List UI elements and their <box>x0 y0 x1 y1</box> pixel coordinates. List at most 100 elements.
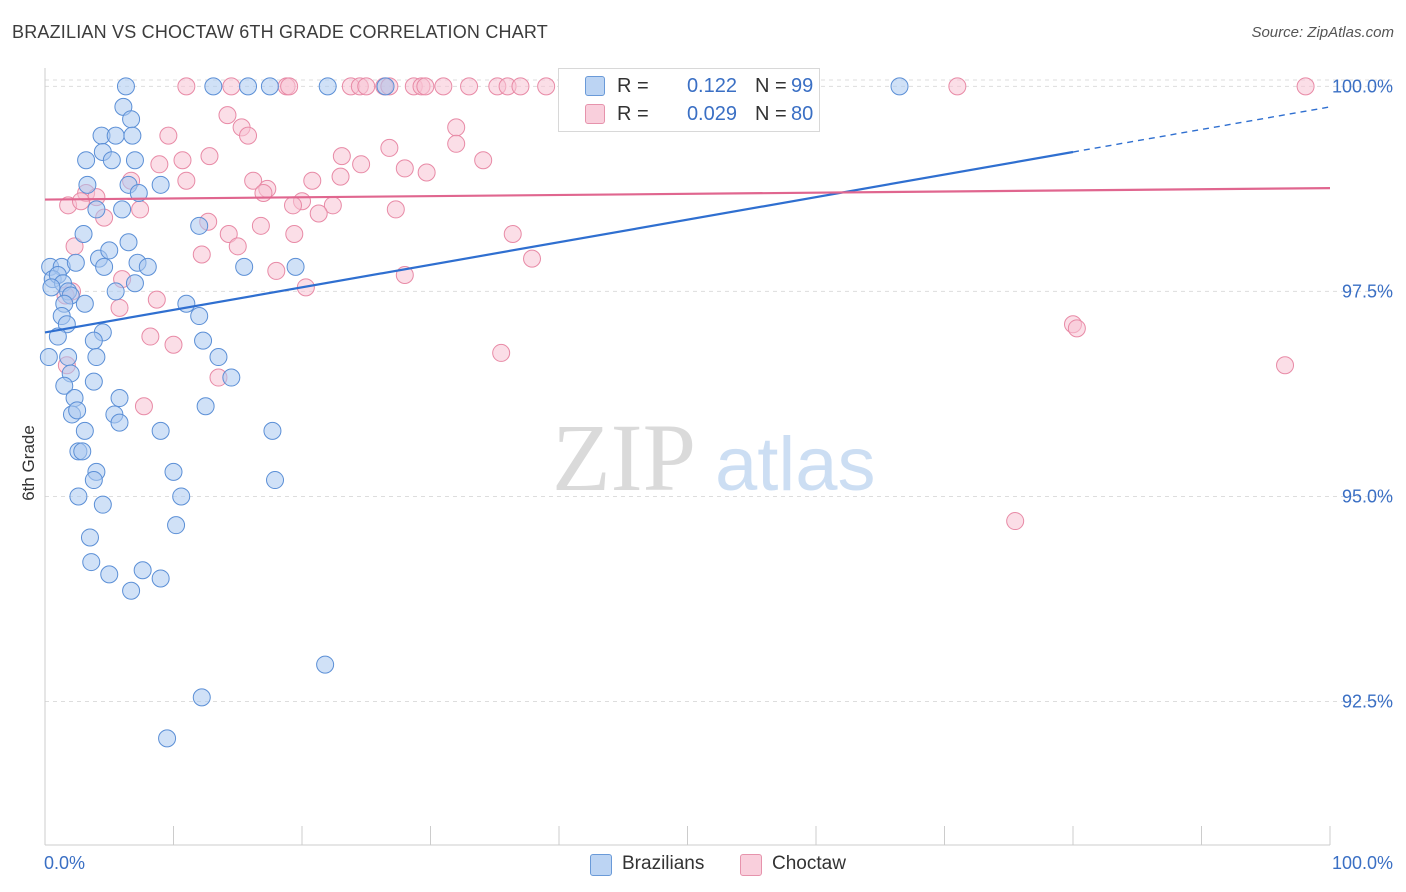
data-point <box>380 138 399 157</box>
data-point <box>386 200 405 219</box>
legend-n-value: 99 <box>791 75 814 97</box>
data-point <box>218 106 237 125</box>
data-point <box>280 77 299 96</box>
y-tick-label: 95.0% <box>1342 486 1393 506</box>
data-point <box>474 151 493 170</box>
legend-r-value: 0.029 <box>686 103 737 125</box>
data-point <box>503 225 522 244</box>
data-point <box>511 77 530 96</box>
data-point <box>150 155 169 174</box>
data-point <box>537 77 556 96</box>
data-point <box>151 421 170 440</box>
data-point <box>138 257 157 276</box>
legend-label-choctaw: Choctaw <box>772 853 846 874</box>
data-point <box>1067 319 1086 338</box>
data-point <box>48 327 67 346</box>
axes <box>44 68 1331 846</box>
data-point <box>251 216 270 235</box>
watermark-zip: ZIP <box>552 404 696 511</box>
data-point <box>119 233 138 252</box>
x-tick-label: 0.0% <box>44 853 85 873</box>
data-point <box>106 126 125 145</box>
data-point <box>1296 77 1315 96</box>
data-point <box>147 290 166 309</box>
data-point <box>447 134 466 153</box>
legend-swatch-blue <box>590 854 612 876</box>
legend-label-brazilians: Brazilians <box>622 853 705 874</box>
data-point <box>122 581 141 600</box>
data-point <box>82 553 101 572</box>
data-point <box>318 77 337 96</box>
chart-title: BRAZILIAN VS CHOCTAW 6TH GRADE CORRELATI… <box>12 22 548 42</box>
data-point <box>447 118 466 137</box>
data-point <box>74 225 93 244</box>
data-point <box>87 200 106 219</box>
trend-lines <box>44 106 1331 334</box>
data-point <box>172 487 191 506</box>
data-point <box>890 77 909 96</box>
gridlines <box>45 79 1392 702</box>
data-point <box>254 184 273 203</box>
data-point <box>95 257 114 276</box>
data-point <box>84 331 103 350</box>
data-point <box>222 77 241 96</box>
data-point <box>100 565 119 584</box>
data-point <box>417 163 436 182</box>
data-point <box>125 274 144 293</box>
data-point <box>110 389 129 408</box>
data-point <box>948 77 967 96</box>
data-point <box>87 348 106 367</box>
y-tick-label: 97.5% <box>1342 281 1393 301</box>
data-point <box>209 348 228 367</box>
data-point <box>141 327 160 346</box>
data-point <box>75 421 94 440</box>
legend-n-label: N = <box>755 103 787 125</box>
data-point <box>110 298 129 317</box>
data-point <box>78 175 97 194</box>
data-point <box>151 175 170 194</box>
data-point <box>260 77 279 96</box>
legend-swatch-pink <box>740 854 762 876</box>
data-point <box>116 77 135 96</box>
data-point <box>129 184 148 203</box>
data-point <box>173 151 192 170</box>
data-point <box>73 442 92 461</box>
data-point <box>177 77 196 96</box>
data-point <box>200 147 219 166</box>
data-point <box>460 77 479 96</box>
data-point <box>75 294 94 313</box>
data-point <box>194 331 213 350</box>
data-point <box>235 257 254 276</box>
data-point <box>357 77 376 96</box>
legend-r-label: R = <box>617 103 649 125</box>
data-point <box>131 200 150 219</box>
data-point <box>263 421 282 440</box>
data-point <box>68 401 87 420</box>
source-label: Source: ZipAtlas.com <box>1251 24 1394 41</box>
data-point <box>192 245 211 264</box>
data-point <box>125 151 144 170</box>
data-point <box>113 200 132 219</box>
trend-line-brazilians <box>44 150 1074 334</box>
data-point <box>331 167 350 186</box>
data-point <box>66 253 85 272</box>
data-point <box>167 516 186 535</box>
data-point <box>492 343 511 362</box>
data-point <box>84 372 103 391</box>
data-point <box>267 261 286 280</box>
data-point <box>284 196 303 215</box>
data-point <box>69 487 88 506</box>
data-point <box>434 77 453 96</box>
trend-line-choctaw <box>44 186 1331 201</box>
data-point <box>190 216 209 235</box>
legend-r-label: R = <box>617 75 649 97</box>
data-point <box>122 110 141 129</box>
data-point <box>177 171 196 190</box>
data-point <box>1276 356 1295 375</box>
data-point <box>93 495 112 514</box>
data-point <box>316 655 335 674</box>
data-point <box>244 171 263 190</box>
data-point <box>102 151 121 170</box>
data-point <box>239 126 258 145</box>
